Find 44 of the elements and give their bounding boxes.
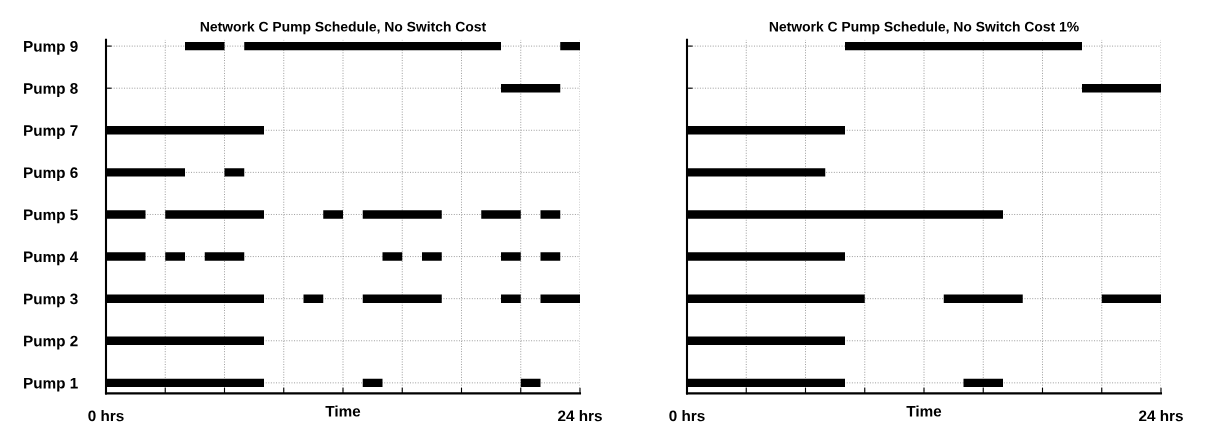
bar bbox=[1101, 294, 1161, 303]
y-tick-label: Pump 3 bbox=[24, 293, 78, 308]
bar bbox=[244, 41, 501, 51]
y-tick-label: Pump 2 bbox=[24, 335, 78, 350]
bar bbox=[501, 252, 521, 261]
bar bbox=[362, 378, 383, 388]
y-tick-label: Pump 9 bbox=[24, 40, 78, 55]
bar bbox=[362, 294, 442, 303]
bar bbox=[540, 294, 580, 303]
bar bbox=[560, 41, 580, 51]
y-tick-label: Pump 7 bbox=[24, 125, 78, 139]
bar bbox=[963, 378, 1003, 388]
y-tick-label: Pump 6 bbox=[24, 167, 78, 182]
bar bbox=[303, 294, 324, 303]
bar bbox=[362, 210, 442, 219]
bar bbox=[481, 210, 521, 219]
bar bbox=[845, 41, 1082, 51]
bar bbox=[1082, 83, 1161, 93]
bar bbox=[501, 294, 521, 303]
x-tick-label: 24 hrs bbox=[1139, 410, 1183, 422]
bar bbox=[520, 378, 541, 388]
y-tick-label: Pump 5 bbox=[24, 209, 78, 224]
bar bbox=[224, 168, 245, 177]
bar bbox=[165, 252, 185, 261]
y-tick-label: Pump 1 bbox=[24, 377, 78, 392]
x-tick-label: 24 hrs bbox=[558, 410, 602, 422]
x-tick-label: 0 hrs bbox=[88, 410, 124, 422]
x-axis-title: Time bbox=[906, 405, 942, 417]
bar bbox=[185, 41, 225, 51]
bar bbox=[540, 252, 561, 261]
chart-title: Network C Pump Schedule, No Switch Cost 1% bbox=[769, 21, 1079, 35]
y-tick-label: Pump 4 bbox=[24, 251, 79, 266]
bar bbox=[943, 294, 1023, 303]
bar bbox=[422, 252, 442, 261]
x-axis-title: Time bbox=[325, 405, 361, 417]
bar bbox=[165, 210, 264, 219]
x-tick-label: 0 hrs bbox=[669, 410, 705, 422]
bar bbox=[540, 210, 561, 219]
bar bbox=[501, 83, 561, 93]
y-tick-label: Pump 8 bbox=[24, 83, 78, 97]
chart-title: Network C Pump Schedule, No Switch Cost bbox=[200, 21, 486, 35]
bar bbox=[323, 210, 343, 219]
bar bbox=[382, 252, 403, 261]
bar bbox=[204, 252, 245, 261]
